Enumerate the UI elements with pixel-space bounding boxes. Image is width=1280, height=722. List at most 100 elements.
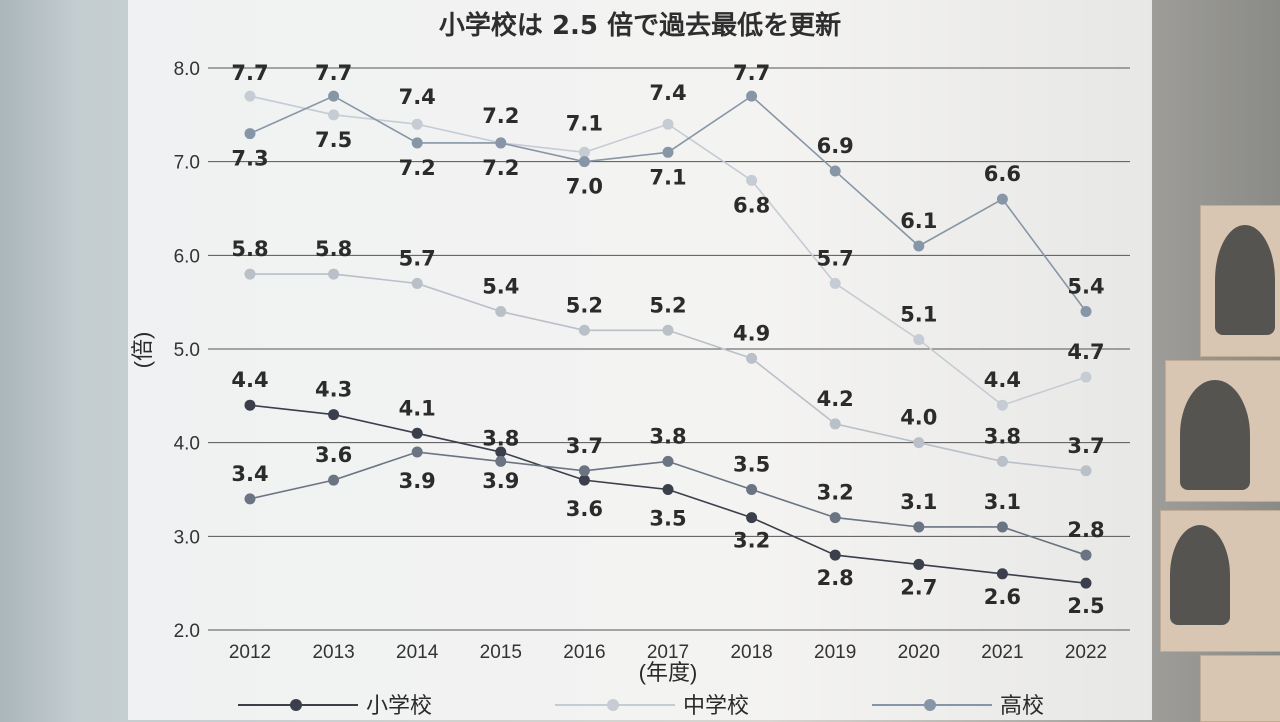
series-line — [249, 451, 1087, 556]
data-point — [411, 137, 423, 149]
data-point — [411, 277, 423, 289]
person-silhouette-icon — [1180, 380, 1250, 490]
data-label: 4.1 — [399, 396, 436, 420]
data-label: 7.5 — [315, 128, 352, 152]
y-tick-label: 6.0 — [174, 246, 200, 267]
data-point — [578, 156, 590, 168]
data-label: 5.2 — [649, 293, 686, 317]
data-point — [411, 118, 423, 130]
data-label: 7.2 — [482, 104, 519, 128]
x-tick-label: 2015 — [480, 642, 522, 663]
x-tick-label: 2012 — [229, 642, 271, 663]
data-point — [411, 427, 423, 439]
data-label: 3.8 — [649, 424, 686, 448]
data-label: 4.3 — [315, 378, 352, 402]
data-label: 3.1 — [900, 490, 937, 514]
data-point — [1080, 371, 1092, 383]
x-axis-ticks: 2012 2013 2014 2015 2016 2017 2018 2019 2020 2021… — [229, 642, 1107, 663]
data-label: 6.9 — [817, 134, 854, 158]
data-point — [829, 418, 841, 430]
person-silhouette-icon — [1170, 525, 1230, 625]
data-label: 7.7 — [315, 61, 352, 85]
x-tick-label: 2022 — [1065, 642, 1107, 663]
y-tick-label: 2.0 — [174, 621, 200, 642]
data-label: 7.2 — [482, 156, 519, 180]
data-point — [1080, 577, 1092, 589]
data-label: 7.0 — [566, 175, 603, 199]
data-label: 6.8 — [733, 193, 770, 217]
data-point — [746, 90, 758, 102]
data-point — [829, 549, 841, 561]
data-label: 5.1 — [900, 303, 937, 327]
y-tick-label: 5.0 — [174, 340, 200, 361]
data-point — [1080, 306, 1092, 318]
data-point — [913, 437, 925, 449]
data-point — [495, 455, 507, 467]
legend-marker — [290, 699, 302, 711]
data-label: 6.1 — [900, 209, 937, 233]
data-point — [662, 118, 674, 130]
legend-label: 小学校 — [366, 694, 432, 719]
data-label: 2.5 — [1067, 594, 1104, 618]
data-label: 3.1 — [984, 490, 1021, 514]
x-tick-label: 2020 — [898, 642, 940, 663]
data-point — [578, 465, 590, 477]
data-label: 3.2 — [817, 481, 854, 505]
data-point — [244, 399, 256, 411]
data-label: 3.8 — [482, 426, 519, 450]
x-tick-label: 2018 — [730, 642, 772, 663]
data-label: 5.4 — [482, 275, 519, 299]
x-tick-label: 2017 — [647, 642, 689, 663]
person-silhouette-icon — [1215, 225, 1275, 335]
data-label: 3.7 — [1067, 434, 1104, 458]
data-label: 4.4 — [984, 368, 1021, 392]
data-point — [913, 521, 925, 533]
x-tick-label: 2013 — [312, 642, 354, 663]
data-label: 5.8 — [315, 237, 352, 261]
data-point — [411, 446, 423, 458]
data-point — [495, 137, 507, 149]
legend-label: 高校 — [1000, 694, 1044, 719]
data-point — [913, 334, 925, 346]
data-point — [328, 474, 340, 486]
data-point — [746, 484, 758, 495]
y-tick-label: 4.0 — [174, 434, 200, 455]
data-point — [244, 90, 256, 102]
y-tick-label: 8.0 — [174, 59, 200, 80]
data-label: 3.9 — [399, 469, 436, 493]
data-point — [578, 324, 590, 336]
data-label: 6.6 — [984, 162, 1021, 186]
data-point — [244, 493, 256, 505]
data-point — [829, 512, 841, 524]
data-label: 3.6 — [315, 443, 352, 467]
data-label: 3.5 — [649, 507, 686, 531]
data-point — [746, 352, 758, 364]
data-point — [578, 146, 590, 158]
x-tick-label: 2016 — [563, 642, 605, 663]
data-point — [1080, 549, 1092, 561]
data-label: 5.7 — [817, 246, 854, 270]
data-label: 7.2 — [399, 156, 436, 180]
data-label: 4.2 — [817, 387, 854, 411]
data-label: 2.8 — [817, 566, 854, 590]
data-point — [913, 558, 925, 570]
chart-title: 小学校は 2.5 倍で過去最低を更新 — [439, 10, 841, 41]
y-axis-label: (倍) — [130, 332, 155, 369]
data-point — [328, 109, 340, 121]
data-label: 4.4 — [231, 368, 268, 392]
data-label: 4.0 — [900, 406, 937, 430]
data-label: 2.6 — [984, 585, 1021, 609]
data-label: 5.2 — [566, 293, 603, 317]
gridlines — [208, 67, 1130, 631]
data-label: 3.7 — [566, 434, 603, 458]
data-label: 7.4 — [399, 85, 436, 109]
data-point — [328, 409, 340, 421]
data-point — [1080, 465, 1092, 477]
y-tick-label: 7.0 — [174, 153, 200, 174]
data-point — [578, 474, 590, 486]
data-point — [328, 268, 340, 280]
x-tick-label: 2021 — [981, 642, 1023, 663]
data-label: 5.8 — [231, 237, 268, 261]
legend-label: 中学校 — [683, 694, 749, 719]
